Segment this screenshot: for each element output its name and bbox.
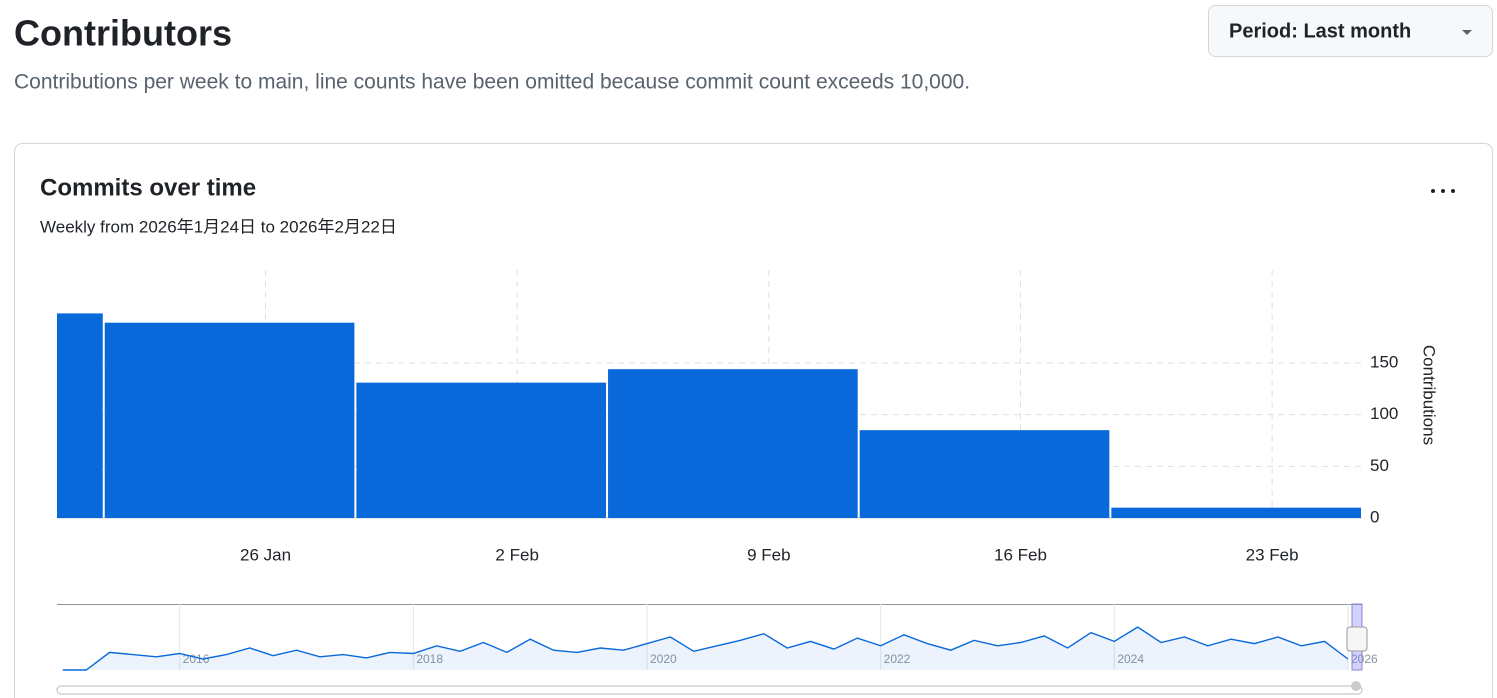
bar bbox=[57, 313, 103, 518]
x-tick-label: 2020 bbox=[650, 652, 677, 666]
x-tick-label: 26 Jan bbox=[240, 545, 291, 564]
bar bbox=[356, 382, 607, 518]
x-tick-label: 2022 bbox=[884, 652, 911, 666]
y-tick-label: 150 bbox=[1370, 352, 1398, 371]
x-tick-label: 2018 bbox=[416, 652, 443, 666]
chart-subtitle: Weekly from 2026年1月24日 to 2026年2月22日 bbox=[40, 217, 397, 236]
x-tick-label: 9 Feb bbox=[747, 545, 790, 564]
dot bbox=[1451, 189, 1455, 193]
line bbox=[62, 626, 1349, 671]
x-tick-label: 2024 bbox=[1117, 652, 1144, 666]
chart-title: Commits over time bbox=[40, 174, 256, 201]
dot bbox=[1441, 189, 1445, 193]
x-tick-label: 2026 bbox=[1351, 652, 1378, 666]
bar bbox=[104, 322, 355, 518]
button-label: Period: Last month bbox=[1229, 20, 1411, 42]
bar bbox=[859, 430, 1110, 518]
caret-icon bbox=[1462, 30, 1472, 35]
y-tick-label: 100 bbox=[1370, 404, 1398, 423]
x-tick-label: 16 Feb bbox=[994, 545, 1047, 564]
bar bbox=[1111, 507, 1361, 518]
period-button[interactable]: Period: Last month bbox=[1208, 5, 1493, 57]
selection-handle[interactable] bbox=[1346, 626, 1368, 652]
y-tick-label: 50 bbox=[1370, 456, 1389, 475]
scrollbar[interactable] bbox=[56, 685, 1363, 695]
button-frame bbox=[1208, 5, 1493, 57]
x-tick-label: 2 Feb bbox=[495, 545, 538, 564]
area bbox=[62, 627, 1348, 670]
scroll-handle[interactable] bbox=[1351, 681, 1361, 691]
bar bbox=[608, 369, 858, 518]
y-tick-label: 0 bbox=[1370, 507, 1379, 526]
page-title: Contributors bbox=[14, 13, 232, 54]
bars bbox=[57, 313, 1361, 518]
dot bbox=[1431, 189, 1435, 193]
more-menu[interactable] bbox=[1431, 189, 1455, 193]
y-axis-label: Contributions bbox=[1420, 345, 1439, 445]
page-description: Contributions per week to main, line cou… bbox=[14, 71, 970, 94]
x-tick-label: 23 Feb bbox=[1246, 545, 1299, 564]
